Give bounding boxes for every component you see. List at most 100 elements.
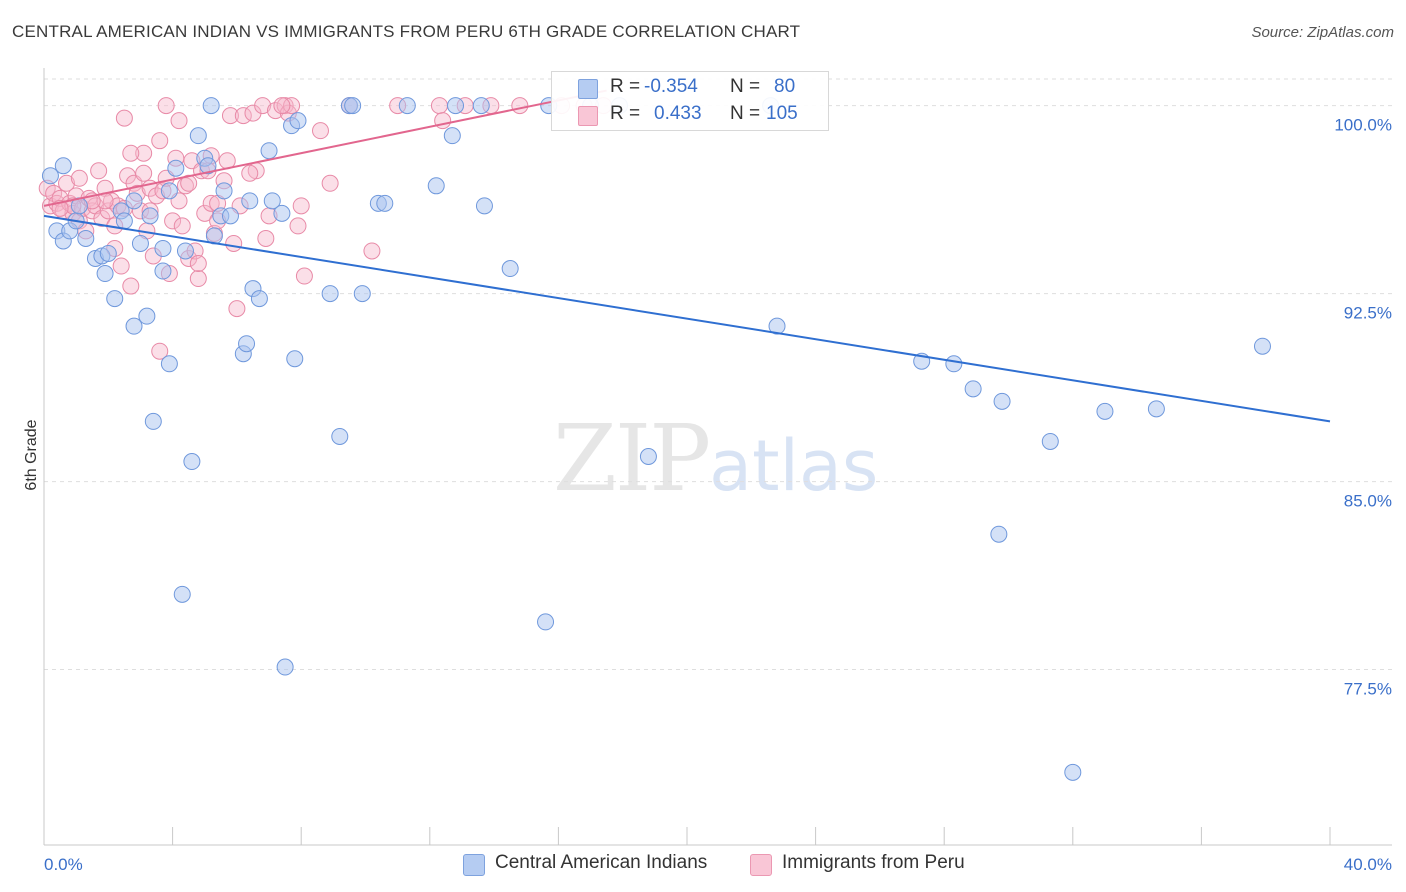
peru-point xyxy=(295,267,313,285)
blue-swatch-icon xyxy=(463,854,485,876)
central-american-point xyxy=(115,212,133,230)
central-american-point xyxy=(221,207,239,225)
central-american-point xyxy=(160,355,178,373)
central-american-point xyxy=(176,242,194,260)
central-american-point xyxy=(945,355,963,373)
legend-n-label: N = xyxy=(730,103,761,124)
legend-row-peru: R = 0.433 N = 105 xyxy=(552,102,828,128)
central-american-point xyxy=(447,97,465,115)
watermark-atlas: atlas xyxy=(709,425,879,507)
central-american-point xyxy=(276,658,294,676)
peru-point xyxy=(257,229,275,247)
central-american-point xyxy=(331,427,349,445)
legend-n-value: 105 xyxy=(766,103,798,124)
pink-swatch-icon xyxy=(750,854,772,876)
peru-point xyxy=(115,109,133,127)
central-american-point xyxy=(183,453,201,471)
x-tick-label: 40.0% xyxy=(1344,855,1392,874)
peru-point xyxy=(283,97,301,115)
legend-r-label: R = xyxy=(610,76,641,97)
central-american-point xyxy=(475,197,493,215)
y-tick-label: 92.5% xyxy=(1344,304,1392,323)
central-american-point xyxy=(273,204,291,222)
central-american-point xyxy=(376,194,394,212)
zipatlas-watermark: ZIPatlas xyxy=(553,405,878,512)
peru-point xyxy=(292,197,310,215)
central-american-point xyxy=(1041,432,1059,450)
central-american-point xyxy=(1064,763,1082,781)
peru-point xyxy=(273,97,291,115)
central-american-point xyxy=(250,290,268,308)
central-american-point xyxy=(768,317,786,335)
central-american-point xyxy=(472,97,490,115)
central-american-point xyxy=(286,350,304,368)
central-american-point xyxy=(427,177,445,195)
watermark-zip: ZIP xyxy=(553,405,711,512)
peru-point xyxy=(202,194,220,212)
peru-point xyxy=(164,212,182,230)
central-american-point xyxy=(398,97,416,115)
peru-point xyxy=(221,107,239,125)
central-american-point xyxy=(1147,400,1165,418)
central-american-point xyxy=(964,380,982,398)
peru-point xyxy=(90,162,108,180)
central-american-point xyxy=(344,97,362,115)
central-american-point xyxy=(154,262,172,280)
axis-layer xyxy=(43,68,1392,846)
tick-labels: 77.5% 85.0% 92.5% 100.0% 0.0% 40.0% xyxy=(44,116,1392,874)
central-american-trend-line xyxy=(43,214,1331,423)
peru-point xyxy=(122,277,140,295)
y-tick-label: 100.0% xyxy=(1334,116,1392,135)
peru-point xyxy=(135,164,153,182)
legend-n-label: N = xyxy=(730,76,761,97)
peru-point xyxy=(58,174,76,192)
central-american-point xyxy=(1253,337,1271,355)
peru-point xyxy=(228,300,246,318)
pink-swatch-icon xyxy=(578,106,598,126)
legend-r-value: 0.433 xyxy=(654,103,702,124)
peru-point xyxy=(151,342,169,360)
peru-point xyxy=(225,234,243,252)
central-american-point xyxy=(41,167,59,185)
peru-point xyxy=(122,144,140,162)
central-american-point xyxy=(96,265,114,283)
central-american-point xyxy=(215,182,233,200)
peru-point xyxy=(112,257,130,275)
series-legend: Central American Indians Immigrants from… xyxy=(0,851,1406,877)
central-american-point xyxy=(202,97,220,115)
peru-point xyxy=(511,97,529,115)
legend-r-label: R = xyxy=(610,103,641,124)
chart-title: CENTRAL AMERICAN INDIAN VS IMMIGRANTS FR… xyxy=(12,22,801,41)
central-american-point xyxy=(125,192,143,210)
central-american-point xyxy=(144,412,162,430)
peru-point xyxy=(135,144,153,162)
central-american-point xyxy=(131,234,149,252)
central-american-point xyxy=(54,157,72,175)
peru-point xyxy=(157,97,175,115)
central-american-point xyxy=(99,244,117,262)
y-tick-label: 77.5% xyxy=(1344,680,1392,699)
central-american-point xyxy=(289,112,307,130)
legend-label: Immigrants from Peru xyxy=(782,852,965,873)
central-american-point xyxy=(167,159,185,177)
peru-point xyxy=(70,169,88,187)
peru-point xyxy=(189,255,207,273)
central-american-point xyxy=(125,317,143,335)
peru-trend-line xyxy=(43,89,607,207)
blue-swatch-icon xyxy=(578,79,598,99)
central-american-point xyxy=(639,448,657,465)
central-american-point xyxy=(443,127,461,145)
central-american-point xyxy=(241,192,259,210)
y-tick-label: 85.0% xyxy=(1344,492,1392,511)
central-american-point xyxy=(321,285,339,303)
central-american-point xyxy=(199,157,217,175)
legend-label: Central American Indians xyxy=(495,852,708,873)
peru-point xyxy=(254,97,272,115)
trend-lines xyxy=(43,89,1331,423)
source-label: Source: ZipAtlas.com xyxy=(1251,24,1394,41)
central-american-point xyxy=(353,285,371,303)
central-american-point xyxy=(189,127,207,145)
legend-row-central-american: R = -0.354 N = 80 xyxy=(552,75,828,101)
central-american-point xyxy=(990,525,1008,543)
